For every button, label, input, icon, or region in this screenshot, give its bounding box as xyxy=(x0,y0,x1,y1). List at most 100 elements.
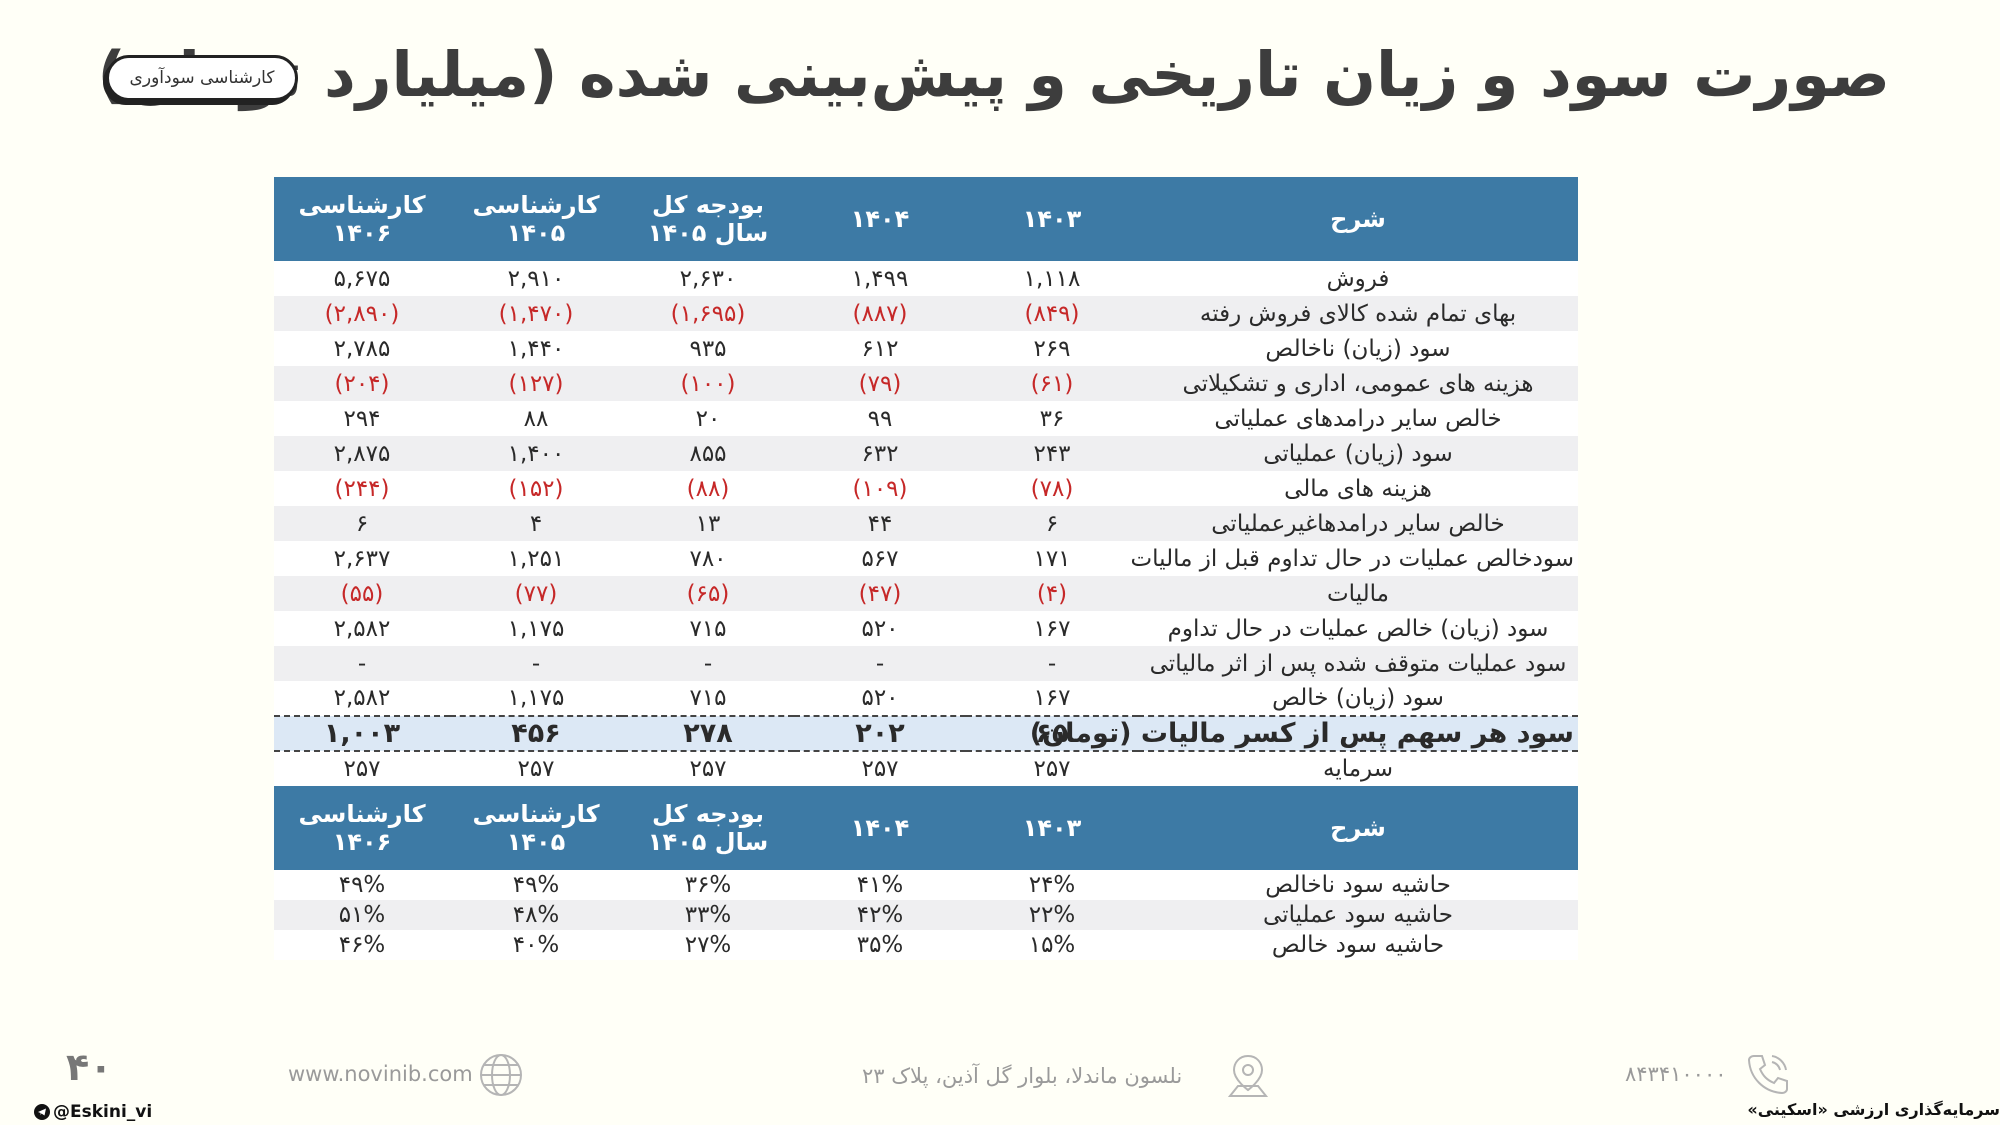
value-cell: (۱۲۷) xyxy=(450,366,622,401)
value-cell: ۷۱۵ xyxy=(622,611,794,646)
header-cell-budget-1405: بودجه کل سال ۱۴۰۵ xyxy=(622,786,794,870)
income-table-body: فروش ۱,۱۱۸ ۱,۴۹۹ ۲,۶۳۰ ۲,۹۱۰ ۵,۶۷۵ بهای تمام ش… xyxy=(274,261,1578,786)
margins-table: شرح ۱۴۰۳ ۱۴۰۴ بودجه کل سال ۱۴۰۵ کارشناسی… xyxy=(274,786,1578,960)
value-cell: ۵۱% xyxy=(274,900,450,930)
value-cell: (۷۸) xyxy=(966,471,1138,506)
table-row: سود (زیان) ناخالص ۲۶۹ ۶۱۲ ۹۳۵ ۱,۴۴۰ ۲,۷۸۵ xyxy=(274,331,1578,366)
value-cell: ۲,۶۳۰ xyxy=(622,261,794,296)
value-cell: ۵۶۷ xyxy=(794,541,966,576)
row-label: سود (زیان) ناخالص xyxy=(1138,331,1578,366)
value-cell: ۲۵۷ xyxy=(794,751,966,786)
website-link[interactable]: www.novinib.com xyxy=(288,1062,473,1086)
telegram-handle-text: @Eskini_vi xyxy=(53,1102,153,1122)
value-cell: ۲۰۲ xyxy=(794,715,966,752)
value-cell: ۱,۱۷۵ xyxy=(450,611,622,646)
header-cell-1404: ۱۴۰۴ xyxy=(794,177,966,261)
telegram-handle[interactable]: @Eskini_vi xyxy=(34,1102,152,1122)
table-row: خالص سایر درامدهاغیرعملیاتی ۶ ۴۴ ۱۳ ۴ ۶ xyxy=(274,506,1578,541)
table-row: سود (زیان) خالص ۱۶۷ ۵۲۰ ۷۱۵ ۱,۱۷۵ ۲,۵۸۲ xyxy=(274,681,1578,716)
value-cell: (۴) xyxy=(966,576,1138,611)
row-label: فروش xyxy=(1138,261,1578,296)
row-label: بهای تمام شده کالای فروش رفته xyxy=(1138,296,1578,331)
value-cell: ۲,۵۸۲ xyxy=(274,681,450,716)
header-cell-description: شرح xyxy=(1138,177,1578,261)
value-cell: (۴۷) xyxy=(794,576,966,611)
row-label: سرمایه xyxy=(1138,751,1578,786)
value-cell: ۶ xyxy=(274,506,450,541)
header-cell-expert-1405: کارشناسی ۱۴۰۵ xyxy=(450,177,622,261)
table-row: هزینه های عمومی، اداری و تشکیلاتی (۶۱) (۷۹… xyxy=(274,366,1578,401)
value-cell: (۱۰۰) xyxy=(622,366,794,401)
table-row: حاشیه سود خالص ۱۵% ۳۵% ۲۷% ۴۰% ۴۶% xyxy=(274,930,1578,960)
table-row: خالص سایر درامدهای عملیاتی ۳۶ ۹۹ ۲۰ ۸۸ ۲۹۴ xyxy=(274,401,1578,436)
header-cell-expert-1406: کارشناسی ۱۴۰۶ xyxy=(274,177,450,261)
value-cell: - xyxy=(450,646,622,681)
value-cell: (۲,۸۹۰) xyxy=(274,296,450,331)
value-cell: ۱۵% xyxy=(966,930,1138,960)
value-cell: ۱۶۷ xyxy=(966,611,1138,646)
value-cell: (۸۸۷) xyxy=(794,296,966,331)
section-badge: کارشناسی سودآوری xyxy=(106,55,298,101)
value-cell: ۱۷۱ xyxy=(966,541,1138,576)
table-row: حاشیه سود ناخالص ۲۴% ۴۱% ۳۶% ۴۹% ۴۹% xyxy=(274,870,1578,900)
value-cell: ۲۵۷ xyxy=(966,751,1138,786)
value-cell: ۴۸% xyxy=(450,900,622,930)
value-cell: (۱۵۲) xyxy=(450,471,622,506)
row-label: حاشیه سود خالص xyxy=(1138,930,1578,960)
table-row: مالیات (۴) (۴۷) (۶۵) (۷۷) (۵۵) xyxy=(274,576,1578,611)
value-cell: ۱۶۷ xyxy=(966,681,1138,716)
table-header-row: شرح ۱۴۰۳ ۱۴۰۴ بودجه کل سال ۱۴۰۵ کارشناسی… xyxy=(274,786,1578,870)
table-row: فروش ۱,۱۱۸ ۱,۴۹۹ ۲,۶۳۰ ۲,۹۱۰ ۵,۶۷۵ xyxy=(274,261,1578,296)
value-cell: ۲,۹۱۰ xyxy=(450,261,622,296)
value-cell: ۲۰ xyxy=(622,401,794,436)
value-cell: ۴۹% xyxy=(274,870,450,900)
row-label: سود (زیان) عملیاتی xyxy=(1138,436,1578,471)
income-statement-table: شرح ۱۴۰۳ ۱۴۰۴ بودجه کل سال ۱۴۰۵ کارشناسی… xyxy=(274,177,1578,786)
value-cell: (۵۵) xyxy=(274,576,450,611)
value-cell: ۳۶% xyxy=(622,870,794,900)
row-label: سود (زیان) خالص عملیات در حال تداوم xyxy=(1138,611,1578,646)
address-text: نلسون ماندلا، بلوار گل آذین، پلاک ۲۳ xyxy=(862,1064,1183,1088)
value-cell: ۱۳ xyxy=(622,506,794,541)
row-label: حاشیه سود عملیاتی xyxy=(1138,900,1578,930)
header-cell-expert-1406: کارشناسی ۱۴۰۶ xyxy=(274,786,450,870)
table-row: هزینه های مالی (۷۸) (۱۰۹) (۸۸) (۱۵۲) (۲۴۴) xyxy=(274,471,1578,506)
value-cell: ۶۵ xyxy=(966,715,1138,752)
value-cell: ۴۰% xyxy=(450,930,622,960)
value-cell: (۷۷) xyxy=(450,576,622,611)
value-cell: ۴۵۶ xyxy=(450,715,622,752)
header-cell-description: شرح xyxy=(1138,786,1578,870)
header-cell-1404: ۱۴۰۴ xyxy=(794,786,966,870)
value-cell: ۵,۶۷۵ xyxy=(274,261,450,296)
table-row: حاشیه سود عملیاتی ۲۲% ۴۲% ۳۳% ۴۸% ۵۱% xyxy=(274,900,1578,930)
value-cell: ۲۷۸ xyxy=(622,715,794,752)
globe-icon xyxy=(478,1052,524,1102)
value-cell: ۵۲۰ xyxy=(794,681,966,716)
table-row: سود عملیات متوقف شده پس از اثر مالیاتی - -… xyxy=(274,646,1578,681)
row-label: هزینه های عمومی، اداری و تشکیلاتی xyxy=(1138,366,1578,401)
value-cell: ۲۹۴ xyxy=(274,401,450,436)
value-cell: ۴۴ xyxy=(794,506,966,541)
value-cell: (۸۴۹) xyxy=(966,296,1138,331)
value-cell: ۳۵% xyxy=(794,930,966,960)
value-cell: ۴۹% xyxy=(450,870,622,900)
value-cell: ۴۲% xyxy=(794,900,966,930)
value-cell: ۲,۶۳۷ xyxy=(274,541,450,576)
row-label: سود (زیان) خالص xyxy=(1138,681,1578,716)
value-cell: (۲۴۴) xyxy=(274,471,450,506)
header-cell-1403: ۱۴۰۳ xyxy=(966,177,1138,261)
header-cell-1403: ۱۴۰۳ xyxy=(966,786,1138,870)
value-cell: (۷۹) xyxy=(794,366,966,401)
table-row: سود هر سهم پس از کسر مالیات (تومان) ۶۵ ۲۰۲… xyxy=(274,715,1578,752)
value-cell: - xyxy=(622,646,794,681)
table-row: سود (زیان) عملیاتی ۲۴۳ ۶۳۲ ۸۵۵ ۱,۴۰۰ ۲,۸۷۵ xyxy=(274,436,1578,471)
row-label: خالص سایر درامدهاغیرعملیاتی xyxy=(1138,506,1578,541)
value-cell: ۱,۴۴۰ xyxy=(450,331,622,366)
margins-table-body: حاشیه سود ناخالص ۲۴% ۴۱% ۳۶% ۴۹% ۴۹% حاشیه سود… xyxy=(274,870,1578,960)
phone-number[interactable]: ۸۴۳۴۱۰۰۰۰ xyxy=(1625,1062,1727,1086)
value-cell: ۲۲% xyxy=(966,900,1138,930)
header-cell-budget-1405: بودجه کل سال ۱۴۰۵ xyxy=(622,177,794,261)
row-label: سود هر سهم پس از کسر مالیات (تومان) xyxy=(1030,715,1578,752)
row-label: سود عملیات متوقف شده پس از اثر مالیاتی xyxy=(1138,646,1578,681)
value-cell: - xyxy=(274,646,450,681)
